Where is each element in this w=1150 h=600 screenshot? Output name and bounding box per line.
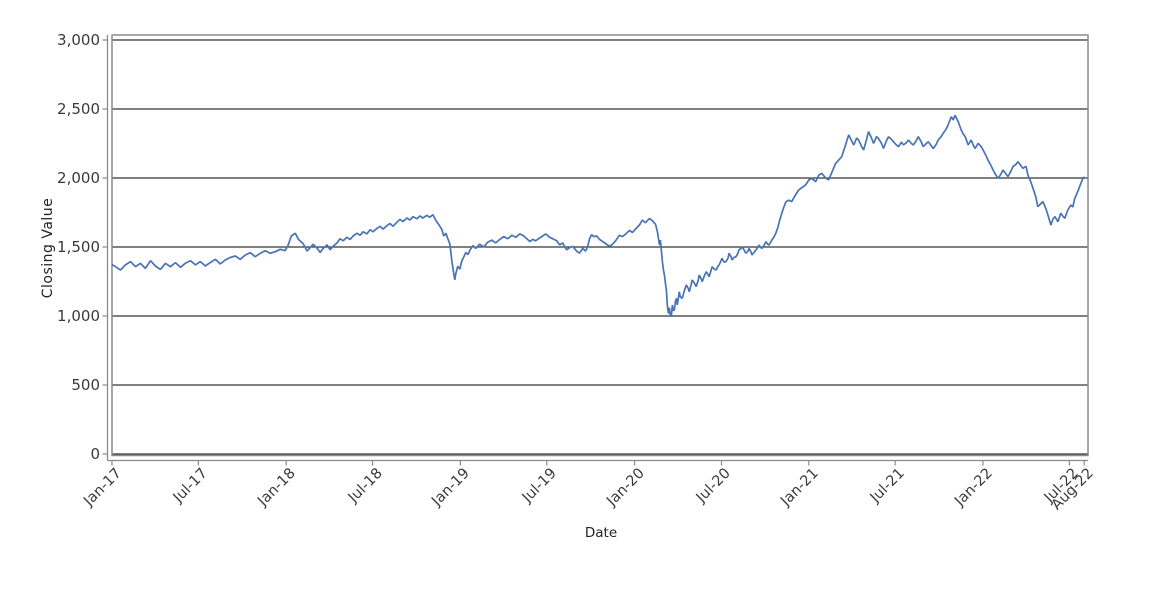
x-axis-title: Date <box>584 525 618 541</box>
y-tick-label-2,000: 2,000 <box>57 169 100 187</box>
y-tick-label-1,500: 1,500 <box>57 238 100 256</box>
y-tick-label-3,000: 3,000 <box>57 31 100 49</box>
y-tick-label-0: 0 <box>90 445 100 463</box>
y-tick-label-500: 500 <box>71 376 100 394</box>
data-line-closing-value <box>111 114 1085 318</box>
y-tick-label-2,500: 2,500 <box>57 100 100 118</box>
plot-border <box>111 34 1089 457</box>
y-tick-label-1,000: 1,000 <box>57 307 100 325</box>
y-axis-title: Closing Value <box>40 197 56 299</box>
